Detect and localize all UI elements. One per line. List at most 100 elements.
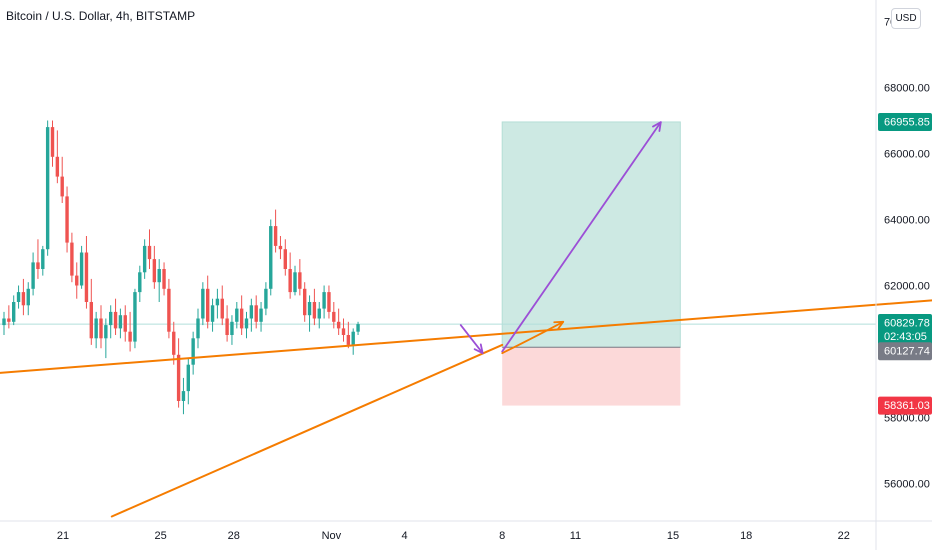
entry-price-label: 60127.74 [884, 346, 930, 358]
candle-body[interactable] [138, 272, 142, 293]
support-trendline[interactable] [0, 299, 932, 382]
x-tick-label: 15 [667, 530, 679, 542]
candle-body[interactable] [70, 242, 74, 276]
x-tick-label: 22 [838, 530, 850, 542]
candle-body[interactable] [60, 176, 64, 197]
candle-body[interactable] [201, 288, 205, 319]
candle-body[interactable] [176, 354, 181, 401]
candle-body[interactable] [26, 288, 30, 306]
target-arrow[interactable] [501, 121, 662, 353]
candle-body[interactable] [269, 226, 273, 289]
candle-body[interactable] [206, 288, 210, 322]
candle-body[interactable] [346, 335, 351, 345]
candle-body[interactable] [162, 269, 166, 289]
candle-body[interactable] [104, 325, 108, 339]
loss-zone[interactable] [502, 347, 681, 406]
y-tick-label: 58000.00 [884, 413, 930, 425]
candle-body[interactable] [273, 226, 278, 246]
candle-body[interactable] [336, 321, 341, 329]
candle-body[interactable] [45, 127, 50, 250]
candle-body[interactable] [2, 318, 6, 326]
candle-body[interactable] [249, 305, 254, 319]
candle-body[interactable] [113, 311, 118, 329]
candle-body[interactable] [317, 308, 321, 319]
candle-body[interactable] [75, 275, 79, 286]
candle-body[interactable] [191, 338, 195, 365]
currency-button[interactable]: USD [891, 8, 921, 29]
candle-body[interactable] [341, 328, 346, 335]
candle-body[interactable] [264, 288, 268, 309]
candle-body[interactable] [41, 249, 45, 269]
candle-body[interactable] [152, 259, 157, 283]
candle-body[interactable] [21, 292, 26, 306]
candle-body[interactable] [230, 321, 234, 335]
projection-arrow-head [553, 320, 565, 330]
candle-body[interactable] [293, 272, 297, 293]
candle-body[interactable] [118, 315, 123, 329]
candle-body[interactable] [186, 364, 190, 392]
candle-body[interactable] [215, 298, 220, 306]
candle-body[interactable] [235, 308, 239, 322]
candle-body[interactable] [167, 288, 171, 332]
projection-arrow[interactable] [501, 320, 565, 355]
candle-body[interactable] [31, 262, 35, 289]
target-price-label: 66955.85 [884, 116, 930, 128]
candle-body[interactable] [142, 245, 147, 273]
candle-body[interactable] [298, 272, 302, 289]
x-tick-label: 28 [228, 530, 240, 542]
candle-body[interactable] [259, 308, 263, 322]
candle-body[interactable] [99, 318, 103, 339]
rising-trendline[interactable] [110, 343, 504, 518]
x-tick-label: Nov [322, 530, 342, 542]
current-price-label-countdown: 02:43:05 [884, 331, 927, 343]
candle-body[interactable] [128, 331, 132, 342]
candle-body[interactable] [36, 262, 40, 269]
candle-body[interactable] [181, 391, 186, 401]
candle-body[interactable] [312, 302, 317, 319]
candle-body[interactable] [89, 302, 93, 339]
candle-body[interactable] [50, 127, 55, 157]
candle-body[interactable] [172, 331, 176, 355]
candle-body[interactable] [220, 298, 224, 319]
candle-body[interactable] [254, 305, 258, 322]
candle-body[interactable] [303, 288, 307, 316]
x-tick-label: 18 [740, 530, 752, 542]
candle-body[interactable] [157, 269, 161, 283]
y-tick-label: 62000.00 [884, 281, 930, 293]
candle-body[interactable] [12, 302, 16, 322]
candle-body[interactable] [307, 302, 312, 316]
drop-arrow[interactable] [459, 324, 484, 355]
target-price-label-bg [878, 112, 932, 131]
candle-body[interactable] [283, 249, 287, 269]
candle-body[interactable] [65, 196, 69, 243]
candle-body[interactable] [327, 292, 331, 312]
y-tick-label: 64000.00 [884, 215, 930, 227]
candle-body[interactable] [16, 292, 21, 302]
current-price-label: 60829.78 [884, 318, 930, 330]
candle-body[interactable] [123, 315, 127, 332]
candle-body[interactable] [79, 252, 84, 286]
candle-body[interactable] [55, 156, 60, 177]
candle-body[interactable] [147, 245, 152, 260]
candle-body[interactable] [278, 245, 283, 250]
candle-body[interactable] [94, 318, 98, 339]
x-tick-label: 11 [570, 530, 581, 542]
candle-body[interactable] [356, 324, 360, 332]
x-tick-label: 8 [499, 530, 505, 542]
candle-body[interactable] [351, 331, 355, 345]
candle-body[interactable] [332, 311, 336, 322]
candle-body[interactable] [133, 292, 137, 342]
candle-body[interactable] [109, 311, 113, 326]
candle-body[interactable] [7, 318, 11, 322]
candle-body[interactable] [244, 318, 249, 329]
candle-body[interactable] [288, 269, 292, 293]
candle-body[interactable] [322, 292, 326, 309]
candle-body[interactable] [239, 308, 244, 329]
candle-body[interactable] [196, 318, 200, 339]
drop-arrow-head [473, 343, 484, 355]
candle-body[interactable] [84, 252, 89, 303]
candle-body[interactable] [225, 318, 229, 336]
candle-body[interactable] [210, 305, 215, 322]
